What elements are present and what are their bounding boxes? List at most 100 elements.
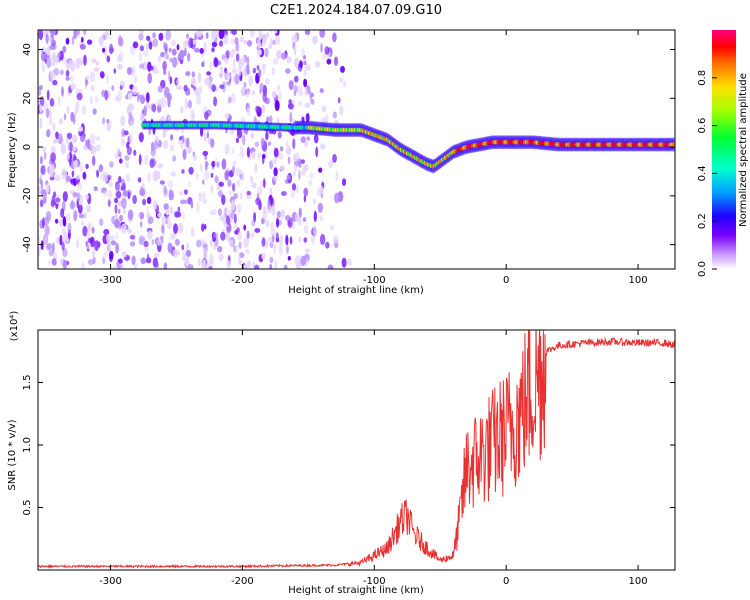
noise-speckle bbox=[79, 135, 85, 143]
noise-speckle bbox=[62, 191, 68, 202]
colorbar: 0.0 0.2 0.4 0.6 0.8 Normalized spectral ampl… bbox=[697, 30, 749, 277]
noise-speckle bbox=[196, 201, 200, 213]
noise-speckle bbox=[293, 170, 296, 177]
noise-speckle bbox=[274, 30, 278, 34]
noise-speckle bbox=[253, 212, 256, 223]
noise-speckle bbox=[256, 65, 260, 71]
noise-speckle bbox=[139, 52, 143, 62]
noise-speckle bbox=[122, 190, 128, 197]
noise-speckle bbox=[67, 222, 72, 234]
noise-speckle bbox=[131, 66, 135, 77]
noise-speckle bbox=[162, 128, 167, 139]
noise-speckle bbox=[333, 56, 339, 66]
noise-speckle bbox=[103, 229, 110, 236]
noise-speckle bbox=[233, 245, 237, 253]
noise-speckle bbox=[183, 189, 188, 195]
noise-speckle bbox=[90, 84, 95, 92]
noise-speckle bbox=[96, 135, 101, 142]
noise-speckle bbox=[137, 211, 141, 218]
noise-speckle bbox=[92, 249, 95, 257]
noise-speckle bbox=[230, 199, 236, 211]
noise-speckle bbox=[177, 222, 184, 234]
noise-speckle bbox=[109, 43, 114, 55]
noise-speckle bbox=[69, 141, 73, 153]
noise-speckle bbox=[78, 126, 84, 132]
snr-frame bbox=[37, 329, 676, 571]
noise-speckle bbox=[293, 164, 298, 173]
noise-speckle bbox=[299, 60, 303, 69]
noise-speckle bbox=[319, 185, 324, 195]
noise-speckle bbox=[54, 175, 61, 182]
noise-speckle bbox=[57, 236, 60, 244]
noise-speckle bbox=[221, 194, 226, 205]
noise-speckle bbox=[152, 257, 158, 268]
noise-speckle bbox=[222, 36, 229, 45]
noise-speckle bbox=[238, 151, 245, 159]
noise-speckle bbox=[120, 223, 127, 234]
noise-speckle bbox=[247, 40, 253, 47]
noise-speckle bbox=[339, 105, 344, 116]
noise-speckle bbox=[39, 172, 43, 180]
noise-speckle bbox=[203, 132, 207, 142]
noise-speckle bbox=[230, 38, 236, 45]
noise-speckle bbox=[340, 65, 345, 73]
noise-speckle bbox=[182, 250, 186, 261]
noise-speckle bbox=[172, 155, 177, 162]
noise-speckle bbox=[132, 85, 138, 95]
noise-speckle bbox=[83, 30, 87, 36]
noise-speckle bbox=[148, 129, 152, 136]
noise-speckle bbox=[243, 237, 249, 248]
noise-speckle bbox=[77, 182, 83, 191]
noise-speckle bbox=[233, 224, 238, 230]
noise-speckle bbox=[109, 161, 114, 168]
noise-speckle bbox=[119, 85, 123, 91]
noise-speckle bbox=[53, 191, 57, 197]
noise-speckle bbox=[98, 164, 104, 173]
noise-speckle bbox=[115, 191, 122, 199]
noise-speckle bbox=[343, 80, 347, 88]
noise-speckle bbox=[306, 136, 311, 141]
noise-speckle bbox=[252, 90, 256, 96]
noise-speckle bbox=[147, 61, 152, 72]
noise-speckle bbox=[241, 86, 246, 97]
noise-speckle bbox=[118, 37, 124, 47]
figure-title: C2E1.2024.184.07.09.G10 bbox=[270, 3, 442, 18]
noise-speckle bbox=[314, 60, 321, 68]
noise-speckle bbox=[219, 84, 225, 90]
noise-speckle bbox=[52, 242, 55, 254]
noise-speckle bbox=[138, 94, 145, 101]
noise-speckle bbox=[211, 30, 217, 41]
colorbar-tick-label: 0.4 bbox=[697, 165, 708, 181]
noise-speckle bbox=[250, 175, 254, 184]
noise-speckle bbox=[174, 238, 180, 246]
noise-speckle bbox=[184, 47, 187, 57]
noise-speckle bbox=[113, 68, 117, 74]
noise-speckle bbox=[298, 170, 303, 176]
noise-speckle bbox=[256, 106, 261, 113]
spectrogram-frame bbox=[37, 29, 676, 270]
noise-speckle bbox=[162, 60, 167, 71]
noise-speckle bbox=[224, 113, 230, 120]
noise-speckle bbox=[303, 69, 307, 77]
noise-speckle bbox=[231, 30, 237, 36]
noise-speckle bbox=[303, 195, 307, 203]
noise-speckle bbox=[321, 105, 327, 113]
noise-speckle bbox=[304, 224, 309, 235]
noise-speckle bbox=[40, 240, 44, 251]
noise-speckle bbox=[261, 252, 266, 260]
noise-speckle bbox=[271, 67, 275, 76]
noise-speckle bbox=[167, 96, 171, 108]
noise-speckle bbox=[39, 199, 44, 208]
noise-speckle bbox=[115, 183, 121, 193]
noise-speckle bbox=[139, 45, 145, 52]
noise-speckle bbox=[231, 148, 235, 155]
noise-speckle bbox=[44, 225, 50, 236]
noise-speckle bbox=[71, 146, 77, 152]
noise-speckle bbox=[229, 239, 234, 247]
noise-speckle bbox=[87, 222, 92, 232]
noise-speckle bbox=[324, 46, 330, 55]
noise-speckle bbox=[185, 137, 190, 148]
noise-speckle bbox=[274, 35, 280, 46]
noise-speckle bbox=[283, 264, 288, 269]
noise-speckle bbox=[275, 232, 279, 243]
